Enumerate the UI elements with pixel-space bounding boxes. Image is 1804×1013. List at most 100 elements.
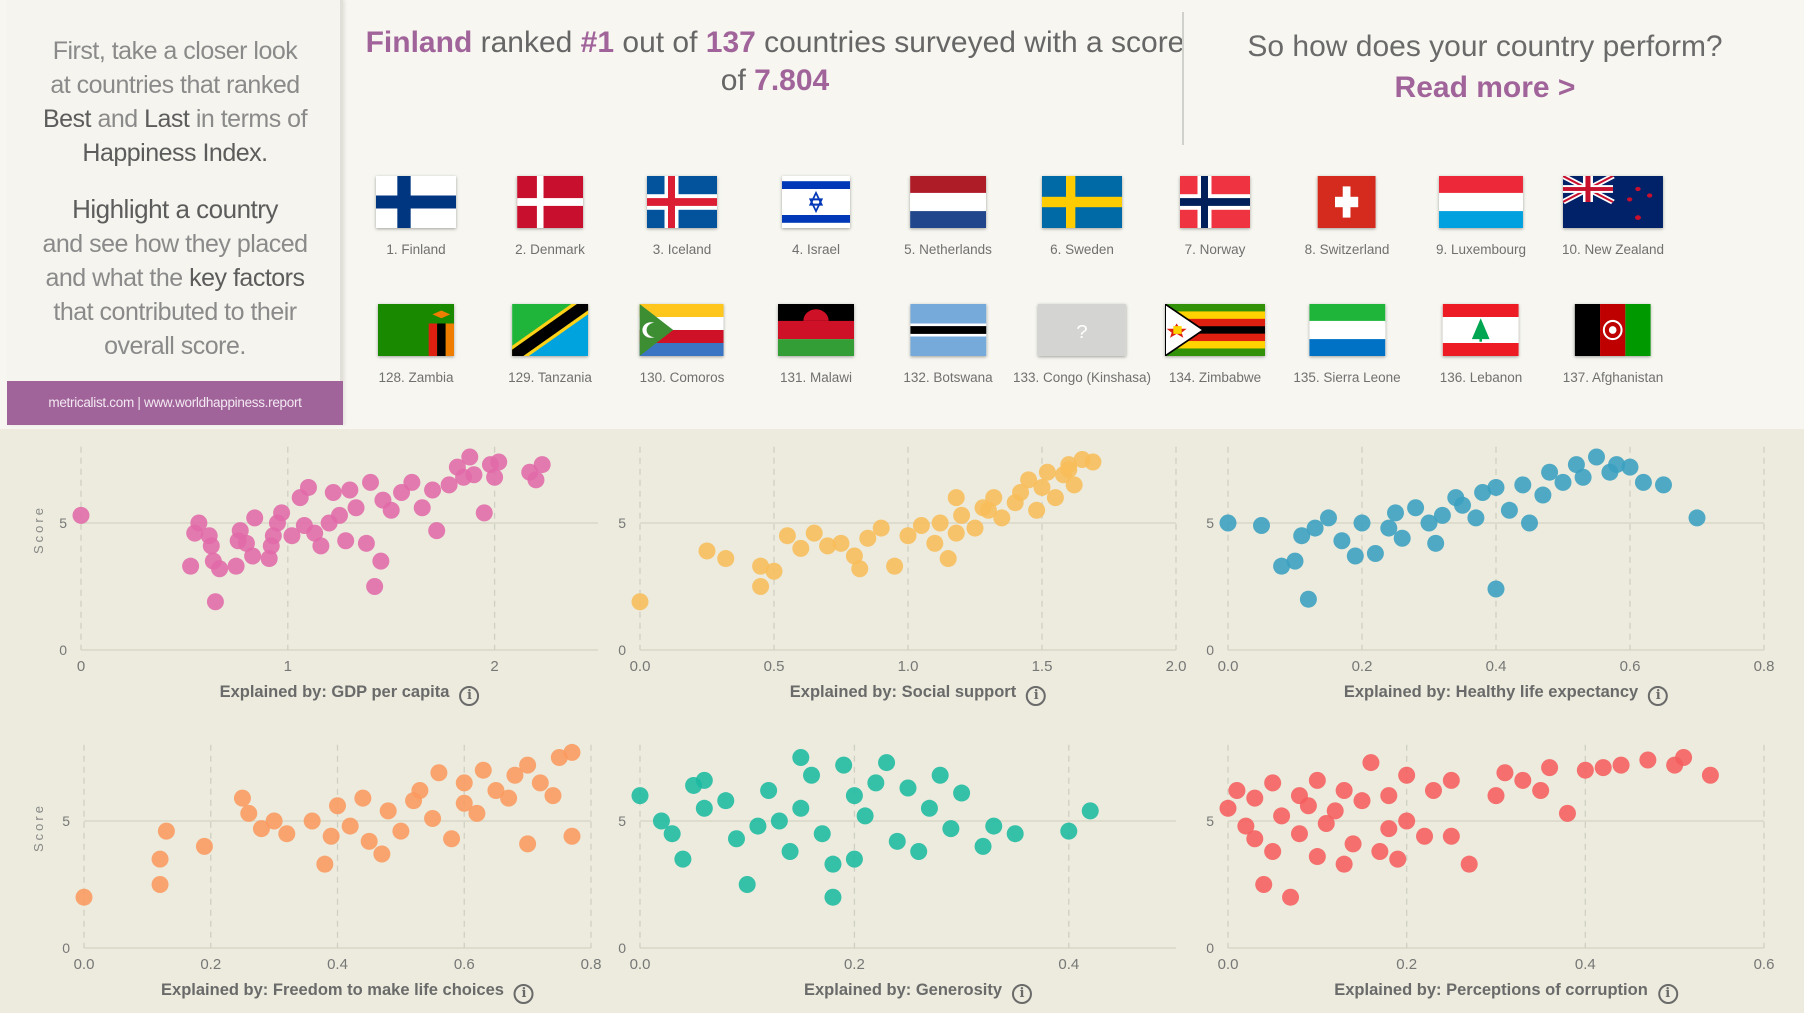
data-point (382, 501, 400, 519)
data-point (1006, 825, 1024, 843)
data-point (202, 537, 220, 555)
data-point (805, 524, 823, 542)
data-point (455, 794, 473, 812)
data-point (1621, 458, 1639, 476)
data-point (939, 550, 957, 568)
data-point (1594, 759, 1612, 777)
data-point (851, 560, 869, 578)
country-flag-item[interactable]: 128. Zambia (378, 304, 454, 385)
x-tick-label: 0.6 (454, 956, 475, 973)
data-point (663, 825, 681, 843)
data-point (1612, 756, 1630, 774)
country-flag-item[interactable]: 131. Malawi (778, 304, 854, 385)
country-label: 6. Sweden (1050, 242, 1114, 257)
data-point (888, 832, 906, 850)
data-point (947, 489, 965, 507)
data-point (252, 820, 270, 838)
data-point (237, 534, 255, 552)
data-point (299, 478, 317, 496)
flag-norway-icon (1180, 176, 1250, 228)
country-label: 3. Iceland (652, 242, 712, 257)
country-flag-item[interactable]: 132. Botswana (903, 304, 993, 385)
data-point (1253, 517, 1270, 535)
country-flag-item[interactable]: 3. Iceland (647, 176, 717, 257)
info-icon[interactable]: i (1012, 984, 1033, 1004)
country-flag-item[interactable]: 135. Sierra Leone (1293, 304, 1401, 385)
data-point (1326, 802, 1344, 820)
country-flag-item[interactable]: ? 133. Congo (Kinshasa) (1013, 304, 1151, 385)
data-point (563, 743, 581, 761)
country-flag-item[interactable]: 9. Luxembourg (1436, 176, 1526, 257)
country-flag-item[interactable]: 2. Denmark (515, 176, 585, 257)
data-point (265, 812, 283, 830)
data-point (985, 817, 1003, 835)
country-flag-item[interactable]: 134. Zimbabwe (1165, 304, 1265, 385)
data-point (190, 514, 208, 532)
country-flag-item[interactable]: 6. Sweden (1042, 176, 1122, 257)
data-point (899, 527, 917, 545)
data-point (1634, 473, 1652, 491)
data-point (752, 578, 770, 595)
info-icon[interactable]: i (513, 984, 534, 1004)
data-point (157, 822, 175, 840)
data-point (931, 766, 949, 784)
data-point (413, 499, 431, 517)
source-footer: metricalist.com | www.worldhappiness.rep… (7, 381, 343, 425)
data-point (360, 832, 378, 850)
data-point (1299, 797, 1317, 815)
info-icon[interactable]: i (1657, 984, 1678, 1004)
chart-axis-title: Explained by: Social support i (790, 683, 1047, 706)
data-point (1028, 501, 1046, 519)
country-flag-item[interactable]: 7. Norway (1180, 176, 1250, 257)
data-point (362, 473, 380, 491)
flag-switzerland-icon (1317, 176, 1376, 228)
x-tick-label: 0.4 (1575, 956, 1596, 973)
country-label: 136. Lebanon (1439, 370, 1523, 385)
country-label: 7. Norway (1184, 242, 1246, 257)
data-point (1514, 771, 1532, 789)
data-point (474, 761, 492, 779)
data-point (1387, 504, 1404, 522)
data-point (1420, 514, 1438, 532)
data-point (1084, 453, 1102, 471)
x-tick-label: 0.0 (1218, 956, 1239, 973)
country-flag-item[interactable]: 10. New Zealand (1562, 176, 1664, 257)
x-tick-label: 0.0 (1218, 658, 1239, 675)
y-tick-label: 5 (1206, 515, 1214, 531)
data-point (1228, 782, 1246, 800)
info-icon[interactable]: i (1026, 686, 1047, 706)
country-flag-item[interactable]: 8. Switzerland (1305, 176, 1389, 257)
country-flag-item[interactable]: 4. Israel (782, 176, 850, 257)
data-point (403, 473, 421, 491)
data-point (519, 835, 537, 853)
data-point (749, 817, 767, 835)
data-point (1393, 529, 1411, 547)
country-flag-item[interactable]: 130. Comoros (639, 304, 725, 385)
data-point (674, 850, 692, 868)
country-flag-item[interactable]: 1. Finland (376, 176, 456, 257)
read-more-link[interactable]: Read more > (1394, 71, 1576, 104)
data-point (1317, 815, 1335, 833)
data-point (792, 539, 810, 557)
country-flag-item[interactable]: 5. Netherlands (904, 176, 992, 257)
country-flag-item[interactable]: 136. Lebanon (1439, 304, 1523, 385)
data-point (1282, 888, 1300, 906)
flag-iceland-icon (647, 176, 717, 228)
flag-sweden-icon (1042, 176, 1122, 228)
x-tick-label: 0.4 (1058, 956, 1079, 973)
y-axis-label: Score (30, 803, 46, 852)
data-point (531, 774, 549, 792)
data-point (1293, 527, 1311, 545)
data-point (1033, 478, 1051, 496)
y-tick-label: 5 (1206, 813, 1214, 829)
data-point (1290, 825, 1308, 843)
data-point (1246, 789, 1264, 807)
info-icon[interactable]: i (1648, 686, 1669, 706)
country-flag-item[interactable]: 137. Afghanistan (1563, 304, 1663, 385)
data-point (1534, 486, 1552, 504)
info-icon[interactable]: i (459, 686, 480, 706)
country-label: 133. Congo (Kinshasa) (1012, 370, 1152, 385)
country-label: 130. Comoros (639, 370, 725, 385)
data-point (698, 542, 716, 560)
country-flag-item[interactable]: 129. Tanzania (508, 304, 592, 385)
